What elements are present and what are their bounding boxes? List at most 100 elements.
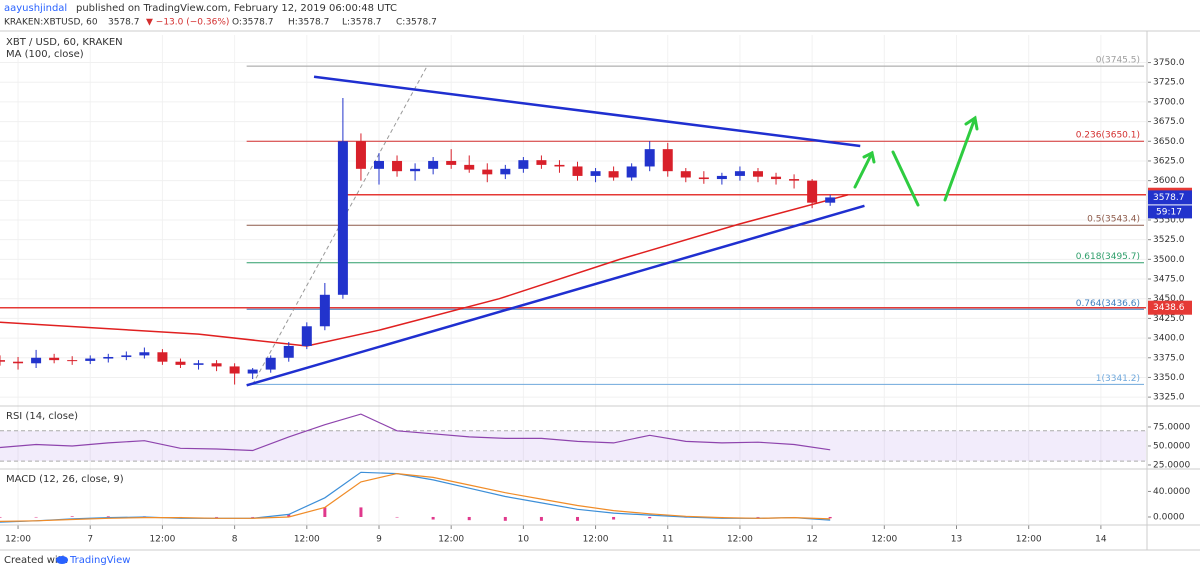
histogram-bar — [34, 516, 38, 518]
indicator-line — [0, 472, 831, 522]
y-tick-label: 50.0000 — [1153, 441, 1190, 451]
candle-body — [67, 360, 78, 362]
y-tick-label: 3450.0 — [1153, 294, 1185, 304]
histogram-bar — [251, 516, 255, 518]
x-tick-label: 11 — [662, 535, 673, 545]
y-tick-label: 40.0000 — [1153, 487, 1190, 497]
candle-body — [464, 164, 475, 170]
candle-body — [518, 160, 529, 169]
histogram-bar — [612, 516, 616, 520]
candle-body — [193, 363, 204, 365]
fib-label: 0.236(3650.1) — [1076, 131, 1140, 141]
candle-body — [771, 176, 782, 180]
arrow-head — [964, 115, 979, 131]
ma-title: MA (100, close) — [6, 49, 84, 60]
open: O:3578.7 — [232, 18, 273, 28]
price-tag-label: 3438.6 — [1153, 303, 1185, 313]
candle-body — [373, 160, 384, 169]
change: ▼ −13.0 (−0.36%) — [146, 18, 229, 28]
histogram-bar — [395, 516, 399, 518]
x-tick-label: 13 — [951, 535, 962, 545]
footer-brand[interactable]: TradingView — [69, 555, 130, 566]
author[interactable]: aayushjindal — [4, 3, 67, 14]
candle-body — [337, 141, 348, 295]
pane-title: MACD (12, 26, close, 9) — [6, 474, 124, 485]
candle-body — [13, 361, 24, 364]
histogram-bar — [106, 516, 110, 517]
x-tick-label: 12:00 — [5, 535, 31, 545]
candle-body — [392, 160, 403, 172]
x-tick-label: 7 — [87, 535, 93, 545]
price-tag-label: 3578.7 — [1153, 193, 1185, 203]
candle-body — [139, 352, 150, 356]
candle-body — [355, 141, 366, 169]
y-tick-label: 3725.0 — [1153, 78, 1185, 88]
forecast-arrows — [853, 115, 979, 207]
candle-body — [752, 171, 763, 177]
y-tick-label: 3325.0 — [1153, 393, 1185, 403]
y-tick-label: 3375.0 — [1153, 353, 1185, 363]
histogram-bar — [539, 516, 543, 521]
candle-body — [229, 366, 240, 374]
x-tick-label: 12:00 — [727, 535, 753, 545]
candle-body — [31, 357, 42, 364]
candle-body — [121, 355, 132, 357]
y-tick-label: 0.0000 — [1153, 512, 1185, 522]
candle-body — [157, 352, 168, 362]
histogram-bar — [215, 516, 219, 518]
y-tick-label: 25.0000 — [1153, 460, 1190, 470]
x-tick-label: 10 — [518, 535, 530, 545]
rsi-band — [0, 430, 1146, 462]
candle-body — [428, 160, 439, 169]
candle-body — [247, 369, 258, 374]
candle-body — [175, 361, 186, 365]
x-tick-label: 12:00 — [871, 535, 897, 545]
y-tick-label: 3700.0 — [1153, 97, 1185, 107]
candle-body — [572, 166, 583, 176]
candle-body — [482, 169, 493, 175]
candle-body — [554, 164, 565, 167]
candle-body — [716, 175, 727, 180]
fib-label: 0.5(3543.4) — [1087, 215, 1140, 225]
candle-body — [680, 171, 691, 178]
y-tick-label: 3425.0 — [1153, 314, 1185, 324]
moving-average — [0, 194, 849, 347]
arrow-up — [943, 116, 977, 202]
fib-trend — [252, 65, 428, 385]
candle-body — [789, 179, 800, 181]
x-tick-label: 12:00 — [149, 535, 175, 545]
candle-body — [103, 356, 114, 359]
y-tick-label: 3750.0 — [1153, 58, 1185, 68]
indicator-line — [0, 413, 831, 452]
y-tick-label: 3350.0 — [1153, 373, 1185, 383]
candle-body — [698, 177, 709, 180]
candle-body — [536, 160, 547, 165]
candle-body — [265, 357, 276, 370]
y-tick-label: 3600.0 — [1153, 176, 1185, 186]
candle-body — [644, 149, 655, 167]
fib-label: 1(3341.2) — [1096, 374, 1140, 384]
low: L:3578.7 — [342, 18, 382, 28]
histogram-bar — [756, 516, 760, 518]
countdown: 59:17 — [1156, 207, 1182, 217]
y-tick-label: 75.0000 — [1153, 422, 1190, 432]
candle-body — [446, 160, 457, 165]
candle-body — [319, 294, 330, 327]
candle-body — [49, 357, 60, 361]
candle-body — [807, 180, 818, 203]
candle-body — [734, 171, 745, 176]
high: H:3578.7 — [288, 18, 329, 28]
countdown-tag — [1148, 205, 1192, 219]
histogram-bar — [70, 516, 74, 517]
histogram-bar — [503, 516, 507, 521]
arrow-head — [862, 150, 876, 164]
footer-text: Created with — [4, 555, 68, 566]
candle-body — [0, 360, 5, 362]
candle-body — [211, 363, 222, 367]
histogram-bar — [0, 516, 2, 518]
symbol: KRAKEN:XBTUSD, 60 — [4, 18, 98, 28]
logo — [56, 556, 68, 564]
x-tick-label: 9 — [376, 535, 382, 545]
